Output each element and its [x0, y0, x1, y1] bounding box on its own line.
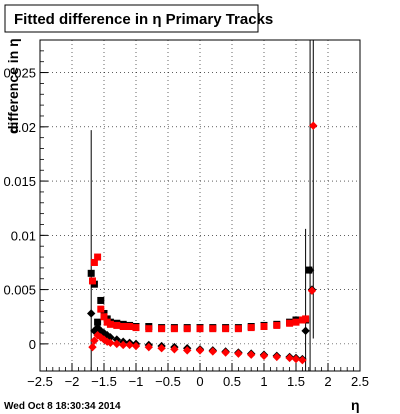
data-point-square: [132, 324, 140, 332]
data-point-diamond: [144, 342, 153, 352]
y-tick-label: 0.005: [3, 283, 36, 298]
data-point-diamond: [87, 309, 96, 318]
data-point-square: [302, 315, 310, 323]
x-tick-label: −2.5: [27, 374, 53, 389]
data-point-square: [170, 325, 178, 333]
data-point-square: [97, 305, 105, 313]
data-point-square: [126, 323, 134, 331]
data-point-square: [106, 320, 114, 328]
data-point-square: [247, 324, 255, 332]
data-point-diamond: [183, 346, 192, 355]
data-point-diamond: [298, 355, 307, 365]
data-point-diamond: [259, 351, 269, 361]
data-point-diamond: [221, 348, 230, 357]
data-point-diamond: [234, 349, 243, 358]
data-point-diamond: [119, 340, 128, 350]
data-point-square: [88, 277, 96, 285]
data-point-diamond: [106, 338, 115, 347]
data-point-diamond: [195, 346, 205, 355]
y-tick-label: 0.01: [11, 228, 36, 243]
x-tick-label: 1.5: [287, 374, 305, 389]
data-point-square: [94, 318, 102, 326]
data-point-square: [94, 253, 102, 261]
data-point-diamond: [272, 352, 281, 362]
x-tick-label: −0.5: [155, 374, 181, 389]
data-point-diamond: [157, 344, 166, 353]
y-axis-ticks: 0 0.005 0.01 0.015 0.02 0.025: [3, 39, 48, 352]
data-point-square: [222, 325, 230, 333]
timestamp: Wed Oct 8 18:30:34 2014: [4, 401, 121, 412]
x-axis-ticks: −2.5 −2 −1.5 −1 −0.5 0 0.5 1 1.5 2 2.5: [27, 363, 369, 389]
data-point-square: [119, 323, 127, 331]
data-point-diamond: [93, 323, 102, 332]
title-box: [4, 4, 259, 33]
data-points: [87, 121, 318, 365]
y-tick-label: 0.02: [11, 120, 36, 135]
data-point-diamond: [88, 342, 97, 352]
data-point-diamond: [309, 121, 318, 130]
data-point-square: [260, 323, 268, 331]
data-point-diamond: [301, 326, 310, 336]
data-point-square: [209, 325, 217, 333]
data-point-square: [158, 325, 166, 333]
data-point-square: [234, 325, 242, 333]
x-tick-label: −1.5: [91, 374, 117, 389]
y-axis-label: difference in η: [5, 38, 21, 134]
x-tick-label: −1: [129, 374, 144, 389]
x-tick-label: −2: [65, 374, 80, 389]
data-point-diamond: [131, 341, 141, 351]
data-point-square: [196, 325, 204, 333]
data-point-diamond: [125, 340, 134, 350]
data-point-square: [145, 325, 153, 333]
chart-title: Fitted difference in η Primary Tracks: [14, 11, 273, 28]
data-point-diamond: [90, 336, 99, 345]
data-point-square: [286, 319, 294, 327]
data-point-square: [273, 321, 281, 329]
x-tick-label: 2: [324, 374, 331, 389]
y-tick-label: 0.015: [3, 174, 36, 189]
x-tick-label: 0: [196, 374, 203, 389]
grid-lines: [39, 40, 361, 371]
data-point-square: [113, 321, 121, 329]
data-point-square: [100, 313, 108, 321]
y-tick-label: 0: [29, 337, 36, 352]
x-axis-label: η: [351, 397, 360, 413]
data-point-diamond: [112, 339, 121, 349]
data-point-diamond: [112, 335, 121, 344]
data-point-diamond: [170, 345, 179, 354]
data-point-diamond: [307, 286, 317, 295]
data-point-diamond: [285, 353, 294, 363]
x-tick-label: 2.5: [351, 374, 369, 389]
data-point-square: [292, 318, 300, 326]
y-tick-label: 0.025: [3, 66, 36, 81]
data-point-square: [183, 325, 191, 333]
data-point-diamond: [247, 350, 256, 359]
x-tick-label: 0.5: [223, 374, 241, 389]
data-point-diamond: [305, 265, 315, 275]
x-tick-label: 1: [260, 374, 267, 389]
data-point-square: [87, 269, 95, 277]
data-point-diamond: [208, 347, 217, 356]
data-point-diamond: [291, 354, 301, 364]
data-point-square: [97, 296, 105, 304]
data-point-square: [90, 258, 98, 266]
